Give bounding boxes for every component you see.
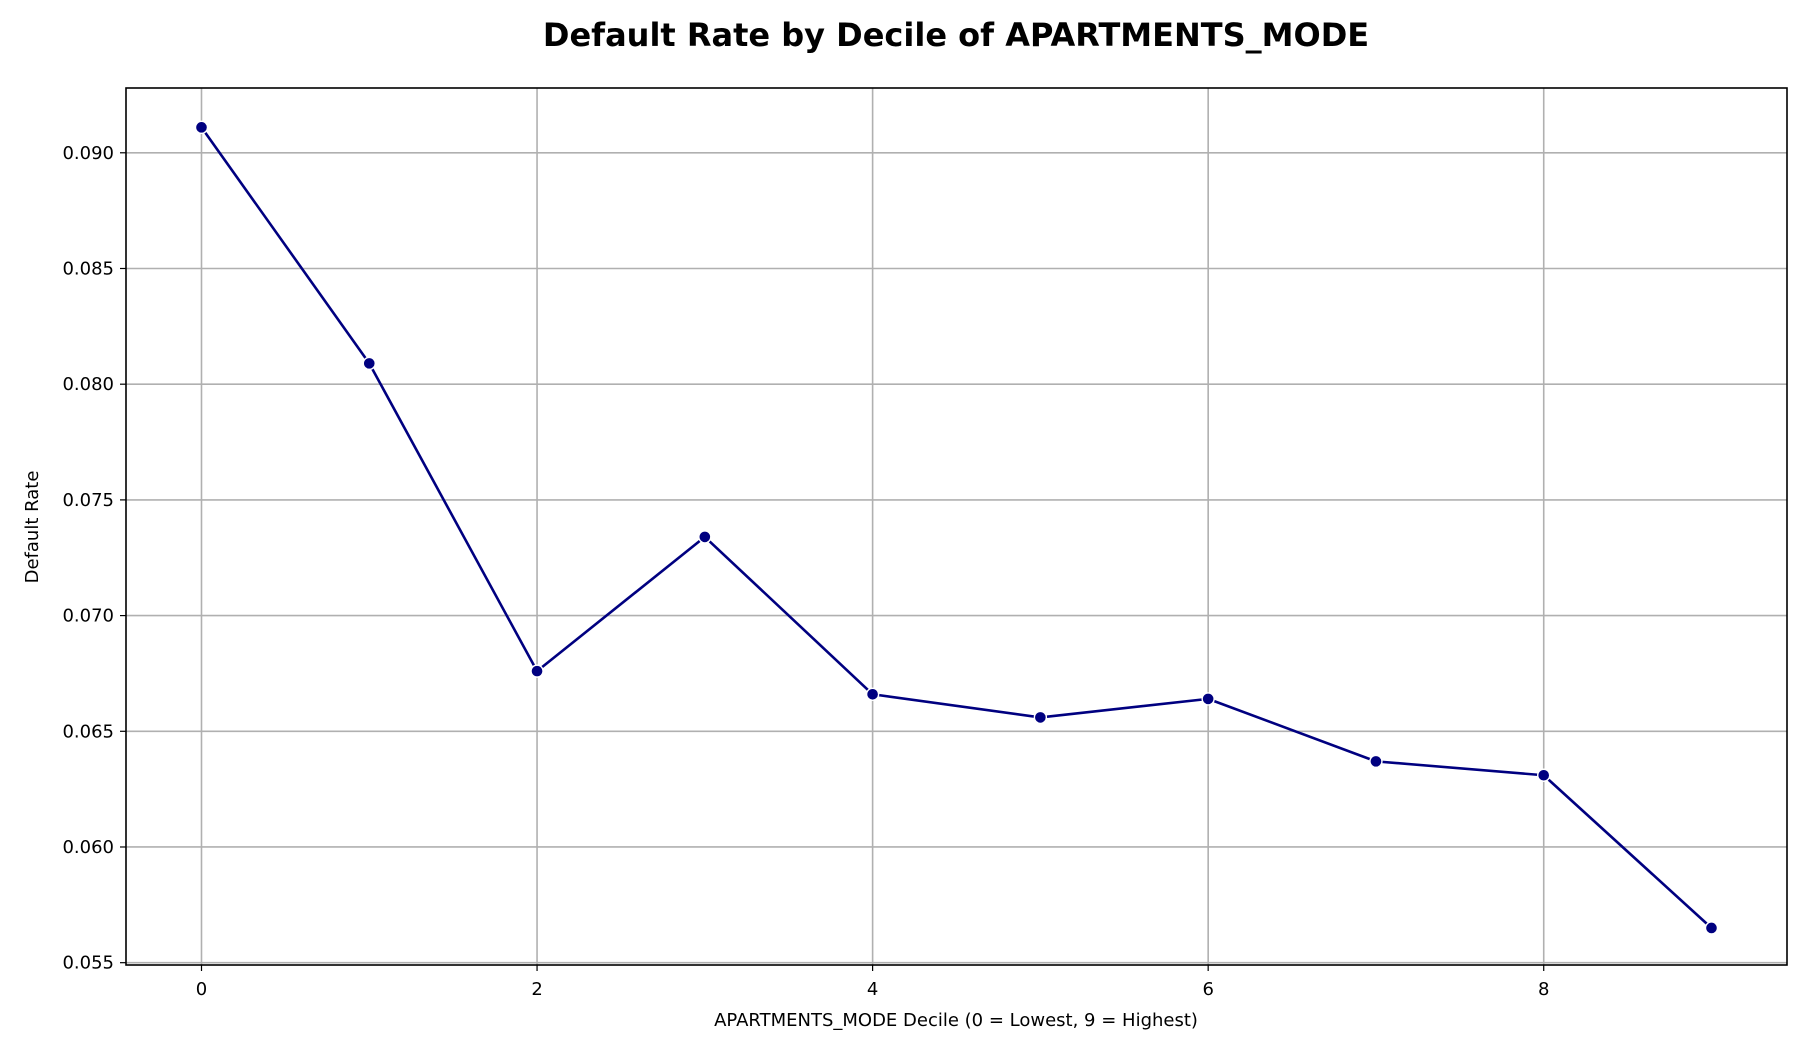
y-tick-label: 0.055 — [62, 953, 114, 974]
chart-title: Default Rate by Decile of APARTMENTS_MOD… — [543, 16, 1369, 54]
data-point — [1369, 754, 1383, 769]
y-tick-label: 0.070 — [62, 606, 114, 627]
data-point — [1033, 710, 1048, 725]
y-tick-label: 0.085 — [62, 258, 114, 279]
data-point — [1704, 921, 1719, 935]
y-tick-label: 0.090 — [62, 143, 114, 164]
series-line — [200, 126, 1713, 929]
x-axis-label: APARTMENTS_MODE Decile (0 = Lowest, 9 = … — [714, 1010, 1198, 1031]
x-tick-label: 4 — [867, 979, 878, 1000]
grid-layer — [126, 88, 1787, 965]
data-point — [194, 120, 209, 135]
y-tick-label: 0.080 — [62, 374, 114, 395]
data-point — [1201, 692, 1215, 706]
y-tick-label: 0.075 — [62, 490, 114, 511]
data-point — [698, 530, 712, 544]
y-tick-label: 0.065 — [62, 721, 114, 742]
x-tick-label: 8 — [1538, 979, 1549, 1000]
data-point — [362, 356, 376, 371]
y-tick-label: 0.060 — [62, 837, 114, 858]
x-tick-label: 2 — [531, 979, 542, 1000]
data-point — [1537, 768, 1551, 782]
series-layer — [194, 120, 1719, 935]
tick-layer: 0 2 4 6 8 0.055 0.060 0.065 0.070 0.075 0.080 0.085… — [62, 143, 1549, 1000]
x-tick-label: 0 — [196, 979, 207, 1000]
plot-frame — [125, 87, 1788, 966]
data-point — [865, 687, 880, 701]
data-point — [530, 664, 544, 678]
x-tick-label: 6 — [1202, 979, 1213, 1000]
y-axis-label: Default Rate — [22, 471, 43, 584]
